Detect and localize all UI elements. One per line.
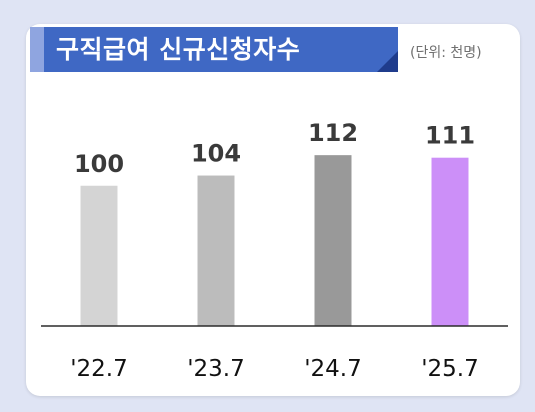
bars-layer <box>80 155 469 326</box>
bar-1 <box>80 185 118 326</box>
value-label-1: 100 <box>74 150 124 178</box>
category-label-1: '22.7 <box>70 356 128 382</box>
category-label-3: '24.7 <box>304 356 362 382</box>
bar-3 <box>314 155 352 326</box>
value-label-2: 104 <box>191 140 241 168</box>
labels-layer: 100 '22.7 104 '23.7 112 '24.7 111 '25.7 <box>70 119 479 382</box>
title-banner: 구직급여 신규신청자수 <box>30 27 398 72</box>
title-banner-fill <box>44 27 398 72</box>
title-banner-light-strip <box>30 27 46 72</box>
category-label-2: '23.7 <box>187 356 245 382</box>
unit-note: (단위: 천명) <box>410 45 482 61</box>
title-banner-shape <box>30 27 398 72</box>
bar-4 <box>431 157 469 326</box>
value-label-4: 111 <box>425 122 475 150</box>
value-label-3: 112 <box>308 119 358 147</box>
category-label-4: '25.7 <box>421 356 479 382</box>
title-banner-fold-corner <box>377 51 398 72</box>
chart-title: 구직급여 신규신청자수 <box>56 35 301 64</box>
bar-2 <box>197 175 235 326</box>
